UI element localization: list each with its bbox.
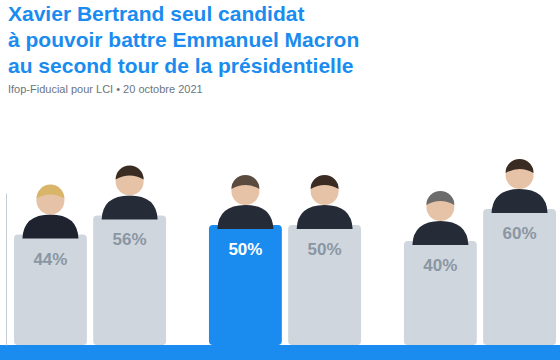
photo-shoulders [297, 205, 353, 229]
subtitle: Ifop-Fiducial pour LCI • 20 octobre 2021 [8, 83, 203, 95]
candidate-photo [22, 185, 78, 239]
photo-shoulders [412, 221, 468, 245]
data-label: 60% [503, 224, 537, 243]
photo-shoulders [492, 189, 548, 213]
candidate-photo [492, 159, 548, 213]
data-label: 50% [308, 240, 342, 259]
bar [404, 241, 477, 345]
photo-hair [231, 175, 259, 189]
bar [209, 225, 282, 345]
photo-hair [116, 165, 144, 179]
photos [22, 159, 547, 245]
photo-hair [506, 159, 534, 173]
bars [14, 209, 556, 345]
photo-hair [311, 175, 339, 189]
photo-hair [36, 185, 64, 199]
x-axis-line [15, 345, 557, 346]
data-label: 50% [228, 240, 262, 259]
title-line: Xavier Bertrand seul candidat [8, 2, 304, 25]
data-label: 44% [33, 250, 67, 269]
photo-hair [426, 191, 454, 205]
candidate-photo [297, 175, 353, 229]
bar [483, 209, 556, 345]
candidate-photo [102, 165, 158, 219]
y-axis-line [6, 194, 7, 346]
title-line: à pouvoir battre Emmanuel Macron [8, 28, 359, 51]
chart: Xavier Bertrand seul candidat à pouvoir b… [0, 0, 560, 360]
bar [14, 235, 87, 345]
data-label: 56% [113, 230, 147, 249]
bar [288, 225, 361, 345]
candidate-photo [412, 191, 468, 245]
data-labels: 44% 56% 50% 50% 40% 60% [33, 224, 536, 275]
candidate-photo [217, 175, 273, 229]
title-line: au second tour de la présidentielle [8, 54, 353, 77]
y-axis [6, 194, 7, 346]
photo-shoulders [102, 195, 158, 219]
baseline-band [0, 345, 560, 360]
photo-shoulders [22, 215, 78, 239]
bar [93, 215, 166, 345]
data-label: 40% [423, 256, 457, 275]
x-axis [15, 345, 557, 347]
photo-shoulders [217, 205, 273, 229]
title: Xavier Bertrand seul candidat à pouvoir b… [8, 2, 359, 77]
